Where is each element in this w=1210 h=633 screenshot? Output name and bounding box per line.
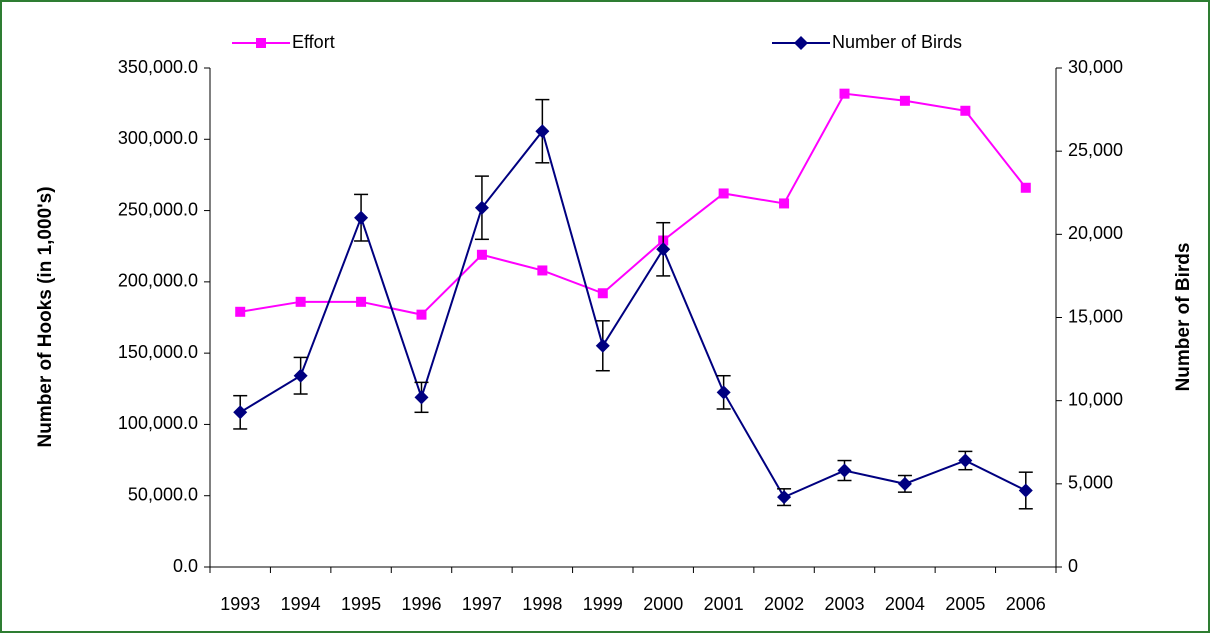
y2-tick-label: 25,000 — [1068, 140, 1123, 160]
data-point — [295, 296, 306, 307]
x-tick-label: 1998 — [522, 594, 562, 614]
data-point — [235, 306, 246, 317]
x-tick-label: 2000 — [643, 594, 683, 614]
data-point — [414, 390, 429, 405]
y-tick-label: 250,000.0 — [118, 199, 198, 219]
data-point — [777, 490, 792, 505]
data-point — [779, 198, 790, 209]
data-point — [595, 338, 610, 353]
data-point — [256, 38, 266, 48]
data-point — [899, 95, 910, 106]
x-tick-label: 1997 — [462, 594, 502, 614]
data-point — [958, 453, 973, 468]
y2-tick-label: 20,000 — [1068, 223, 1123, 243]
y-tick-label: 350,000.0 — [118, 57, 198, 77]
y2-tick-label: 30,000 — [1068, 57, 1123, 77]
data-point — [416, 309, 427, 320]
x-tick-label: 1996 — [401, 594, 441, 614]
data-point — [897, 476, 912, 491]
data-point — [597, 288, 608, 299]
legend-label: Effort — [292, 32, 335, 52]
data-point — [476, 249, 487, 260]
x-tick-label: 1994 — [281, 594, 321, 614]
data-point — [1020, 182, 1031, 193]
x-tick-label: 2004 — [885, 594, 925, 614]
y-tick-label: 150,000.0 — [118, 342, 198, 362]
data-point — [794, 36, 808, 50]
y2-tick-label: 0 — [1068, 556, 1078, 576]
data-point — [233, 405, 248, 420]
y-tick-label: 50,000.0 — [128, 484, 198, 504]
x-tick-label: 1993 — [220, 594, 260, 614]
series-line — [239, 129, 1027, 499]
y2-tick-label: 10,000 — [1068, 389, 1123, 409]
data-point — [1018, 483, 1033, 498]
y-tick-label: 0.0 — [173, 556, 198, 576]
data-point — [960, 105, 971, 116]
x-tick-label: 2001 — [704, 594, 744, 614]
y2-tick-label: 5,000 — [1068, 473, 1113, 493]
data-point — [837, 463, 852, 478]
data-point — [293, 368, 308, 383]
x-tick-label: 1995 — [341, 594, 381, 614]
y-axis-title: Number of Hooks (in 1,000's) — [35, 186, 56, 447]
y-tick-label: 300,000.0 — [118, 128, 198, 148]
data-point — [537, 265, 548, 276]
data-point — [716, 385, 731, 400]
x-tick-label: 2005 — [945, 594, 985, 614]
data-point — [354, 210, 369, 225]
y-tick-label: 200,000.0 — [118, 271, 198, 291]
y-tick-label: 100,000.0 — [118, 413, 198, 433]
y2-tick-label: 15,000 — [1068, 306, 1123, 326]
data-point — [718, 188, 729, 199]
legend-label: Number of Birds — [832, 32, 962, 52]
y2-axis-title: Number of Birds — [1173, 243, 1194, 392]
data-point — [839, 88, 850, 99]
x-tick-label: 2003 — [824, 594, 864, 614]
x-tick-label: 2002 — [764, 594, 804, 614]
x-tick-label: 1999 — [583, 594, 623, 614]
series-line — [240, 92, 1027, 316]
data-point — [656, 242, 671, 257]
data-point — [474, 200, 489, 215]
data-point — [356, 296, 367, 307]
x-tick-label: 2006 — [1006, 594, 1046, 614]
data-point — [535, 124, 550, 139]
